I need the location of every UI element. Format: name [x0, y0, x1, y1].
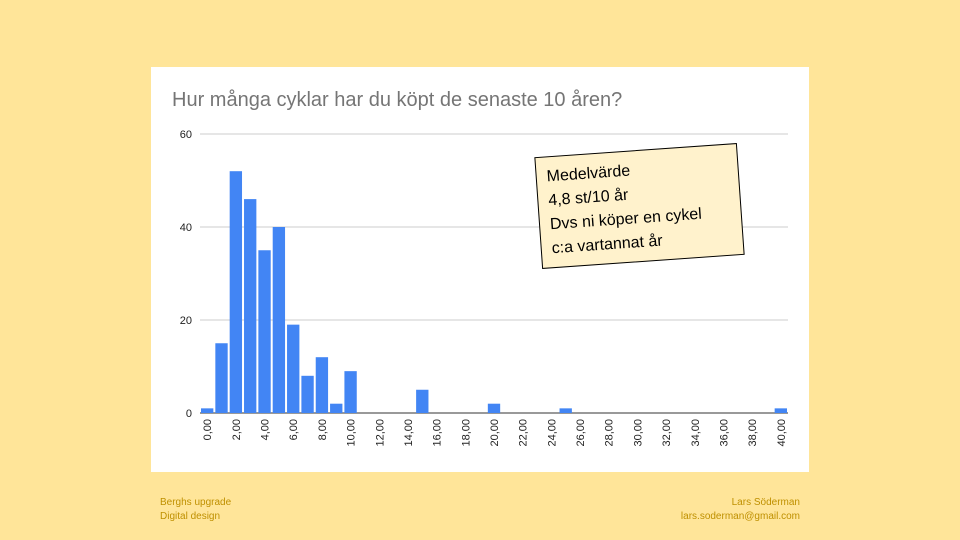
histogram-bar [201, 408, 214, 413]
x-tick-label: 20,00 [489, 419, 501, 447]
y-tick-label: 40 [180, 222, 192, 234]
histogram-bar [416, 389, 429, 413]
x-tick-label: 4,00 [260, 419, 272, 440]
y-tick-label: 20 [180, 315, 192, 327]
x-tick-label: 30,00 [632, 419, 644, 447]
x-tick-label: 0,00 [202, 419, 214, 440]
x-tick-label: 28,00 [604, 419, 616, 447]
footer-subject: Digital design [160, 511, 221, 522]
x-tick-label: 34,00 [690, 419, 702, 447]
histogram-bar [272, 227, 286, 413]
chart-title: Hur många cyklar har du köpt de senaste … [172, 89, 623, 111]
x-tick-label: 10,00 [346, 419, 358, 447]
y-tick-label: 60 [180, 129, 192, 141]
x-tick-label: 22,00 [518, 419, 530, 447]
footer-author: Lars Söderman [731, 497, 800, 508]
histogram-bar [487, 403, 501, 413]
footer-left: Berghs upgrade Digital design [160, 496, 231, 524]
x-tick-label: 14,00 [403, 419, 415, 447]
x-tick-label: 16,00 [432, 419, 444, 447]
annotation-note: Medelvärde 4,8 st/10 år Dvs ni köper en … [534, 143, 745, 269]
x-tick-label: 8,00 [317, 419, 329, 440]
x-tick-label: 6,00 [288, 419, 300, 440]
x-tick-label: 40,00 [776, 419, 788, 447]
x-tick-label: 24,00 [546, 419, 558, 447]
footer-email: lars.soderman@gmail.com [680, 511, 800, 522]
histogram-bar [244, 199, 257, 413]
x-tick-label: 26,00 [575, 419, 587, 447]
histogram-bar [315, 357, 329, 413]
histogram-bar [229, 171, 243, 413]
histogram-bar [774, 408, 787, 413]
histogram-bar [301, 375, 314, 413]
footer-right: Lars Söderman lars.soderman@gmail.com [681, 496, 800, 524]
x-tick-label: 2,00 [231, 419, 243, 440]
x-tick-label: 36,00 [718, 419, 730, 447]
x-tick-label: 12,00 [374, 419, 386, 447]
footer-course: Berghs upgrade [160, 497, 232, 508]
histogram-bar [559, 408, 572, 413]
y-tick-label: 0 [186, 408, 192, 420]
x-tick-label: 32,00 [661, 419, 673, 447]
histogram-bar [215, 343, 228, 413]
histogram-bar [287, 324, 300, 413]
x-tick-label: 18,00 [460, 419, 472, 447]
x-tick-label: 38,00 [747, 419, 759, 447]
histogram-bar [330, 403, 343, 413]
histogram-bar [258, 250, 271, 413]
histogram-bar [344, 371, 357, 413]
